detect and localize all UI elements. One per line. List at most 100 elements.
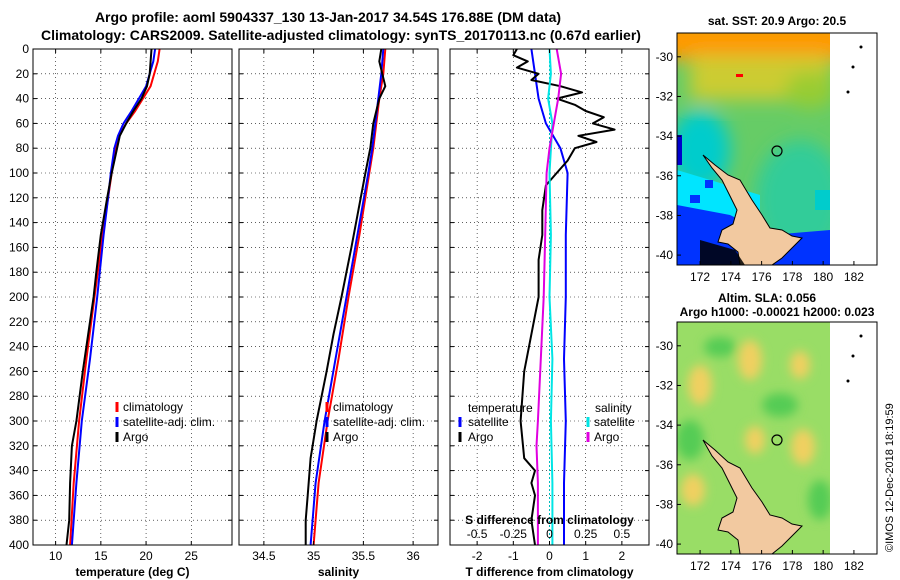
legend-label: Argo: [123, 430, 149, 444]
map-x-tick-label: 178: [782, 559, 802, 573]
panel-differences: -2 -1 0 1 2 T difference from climatology temp…: [449, 48, 650, 579]
map-y-tick-label: -40: [656, 248, 674, 262]
s-tick-label: -0.25: [500, 527, 528, 541]
legend-entry: climatology: [115, 400, 183, 414]
sst-map: sat. SST: 20.9 Argo: 20.5: [656, 14, 878, 284]
map-y-tick-label: -34: [656, 129, 674, 143]
map-y-tick-label: -38: [656, 497, 674, 511]
y-tick-label: 260: [9, 364, 29, 378]
map-x-tick-label: 178: [782, 270, 802, 284]
y-tick-label: 300: [9, 414, 29, 428]
x-tick-label: 35: [307, 549, 321, 563]
x-tick-label: 35.5: [352, 549, 376, 563]
legend-label: Argo: [594, 430, 620, 444]
x-tick-label: 25: [185, 549, 199, 563]
map-x-tick-label: 180: [813, 559, 833, 573]
s-tick-label: 0.5: [614, 527, 631, 541]
map-y-tick-label: -34: [656, 418, 674, 432]
sla-map-label: Altim. SLA: 0.056: [718, 291, 816, 305]
map-x-tick-label: 174: [721, 559, 741, 573]
legend-entry: satellite-adj. clim.: [325, 415, 425, 429]
chart-title-line-2: Climatology: CARS2009. Satellite-adjuste…: [41, 27, 641, 43]
legend-entry: satellite-adj. clim.: [115, 415, 215, 429]
map-y-tick-label: -32: [656, 89, 674, 103]
y-tick-label: 240: [9, 340, 29, 354]
x-tick-label: -2: [472, 549, 483, 563]
x-tick-label: 0: [546, 549, 553, 563]
y-tick-label: 380: [9, 513, 29, 527]
y-tick-label: 200: [9, 290, 29, 304]
y-tick-label: 20: [16, 67, 30, 81]
y-tick-label: 400: [9, 538, 29, 552]
y-tick-label: 180: [9, 265, 29, 279]
y-tick-label: 160: [9, 240, 29, 254]
map-y-tick-label: -40: [656, 537, 674, 551]
y-tick-label: 60: [16, 116, 30, 130]
legend-label: Argo: [333, 430, 359, 444]
map-y-tick-label: -36: [656, 458, 674, 472]
x-tick-label: 20: [139, 549, 153, 563]
sla-map: Altim. SLA: 0.056 Argo h1000: -0.00021 h…: [656, 291, 878, 573]
y-tick-label: 100: [9, 166, 29, 180]
x-tick-label: -1: [508, 549, 519, 563]
x-tick-label: 2: [619, 549, 626, 563]
s-tick-label: -0.5: [467, 527, 488, 541]
x-tick-label: 36: [406, 549, 420, 563]
series-group: [65, 49, 161, 545]
legend-label: satellite: [468, 415, 509, 429]
legend-label: satellite-adj. clim.: [123, 415, 215, 429]
y-tick-label: 340: [9, 464, 29, 478]
y-tick-label: 320: [9, 439, 29, 453]
legend-title-temperature: temperature: [468, 401, 533, 415]
legend-label: Argo: [468, 430, 494, 444]
sla-map-frame: [676, 321, 878, 555]
y-tick-label: 0: [22, 42, 29, 56]
x-tick-label: 34.5: [252, 549, 276, 563]
y-tick-label: 40: [16, 92, 30, 106]
map-x-tick-label: 172: [690, 270, 710, 284]
series-line-argo: [304, 49, 387, 545]
legend-entry: climatology: [325, 400, 393, 414]
x-tick-label: 1: [582, 549, 589, 563]
series-line-s-argo: [535, 49, 563, 545]
panel-salinity: 34.5 35 35.5 36 salinity climatologysatellite…: [238, 48, 439, 579]
legend-label: climatology: [333, 400, 393, 414]
series-group: [512, 49, 616, 545]
sst-map-frame: [676, 32, 878, 266]
x-tick-label: 15: [94, 549, 108, 563]
map-y-tick-label: -38: [656, 208, 674, 222]
s-tick-label: 0.25: [574, 527, 598, 541]
y-tick-label: 140: [9, 216, 29, 230]
map-x-tick-label: 176: [752, 559, 772, 573]
sst-map-field: [677, 33, 877, 265]
legend-entry: Argo: [325, 430, 359, 444]
map-x-tick-label: 174: [721, 270, 741, 284]
y-tick-label: 80: [16, 141, 30, 155]
sla-map-argo-height: Argo h1000: -0.00021 h2000: 0.023: [680, 305, 875, 319]
legend-title-salinity: salinity: [595, 401, 632, 415]
map-x-tick-label: 172: [690, 559, 710, 573]
map-y-tick-label: -32: [656, 378, 674, 392]
chart-title-line-1: Argo profile: aoml 5904337_130 13-Jan-20…: [95, 9, 561, 25]
series-line-t-satellite: [530, 49, 569, 545]
sst-map-label: sat. SST: 20.9 Argo: 20.5: [708, 14, 847, 28]
profile-location-marker: [771, 145, 783, 157]
plot-area: [33, 49, 232, 545]
map-y-tick-label: -30: [656, 339, 674, 353]
plot-area: [239, 49, 438, 545]
map-y-tick-label: -30: [656, 50, 674, 64]
series-line-climatology: [312, 49, 387, 545]
map-x-tick-label: 182: [844, 559, 864, 573]
y-tick-label: 120: [9, 191, 29, 205]
s-tick-label: 0: [546, 527, 553, 541]
series-line-t-argo: [512, 49, 616, 545]
legend-label: climatology: [123, 400, 183, 414]
series-group: [304, 49, 387, 545]
legend-label: satellite: [594, 415, 635, 429]
series-line-satellite-adj-clim-: [309, 49, 385, 545]
x-tick-label: 10: [49, 549, 63, 563]
legend-label: satellite-adj. clim.: [333, 415, 425, 429]
y-tick-label: 360: [9, 488, 29, 502]
